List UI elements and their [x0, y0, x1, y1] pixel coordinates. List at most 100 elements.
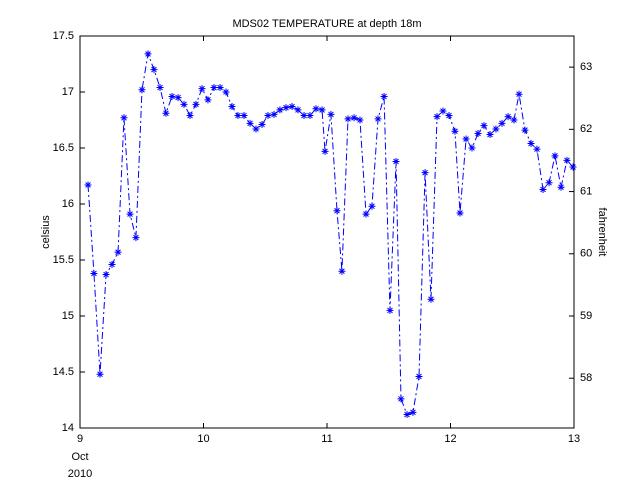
star-marker — [492, 125, 500, 133]
y-axis-label: celsius — [40, 215, 52, 249]
star-marker — [456, 209, 464, 217]
y2-tick-label: 63 — [580, 61, 592, 73]
star-marker — [533, 145, 541, 153]
star-marker — [521, 126, 529, 134]
star-marker — [462, 135, 470, 143]
star-marker — [327, 110, 335, 118]
star-marker — [300, 112, 308, 120]
y2-tick-label: 58 — [580, 372, 592, 384]
y2-tick-label: 61 — [580, 185, 592, 197]
star-marker — [240, 112, 248, 120]
star-marker — [445, 112, 453, 120]
star-marker — [539, 185, 547, 193]
star-marker — [198, 85, 206, 93]
star-marker — [108, 260, 116, 268]
x-tick-label: 9 — [77, 433, 83, 445]
star-marker — [96, 370, 104, 378]
star-marker — [362, 210, 370, 218]
star-marker — [102, 271, 110, 279]
star-marker — [569, 163, 577, 171]
star-marker — [144, 50, 152, 58]
star-marker — [368, 202, 376, 210]
star-marker — [312, 105, 320, 113]
star-marker — [498, 119, 506, 127]
star-marker — [138, 86, 146, 94]
plot-frame — [79, 35, 575, 429]
star-marker — [527, 140, 535, 148]
y-tick-label: 16.5 — [53, 142, 74, 154]
star-marker — [397, 395, 405, 403]
star-marker — [162, 109, 170, 117]
star-marker — [474, 129, 482, 137]
star-marker — [333, 207, 341, 215]
star-marker — [114, 248, 122, 256]
star-marker — [557, 183, 565, 191]
star-marker — [486, 131, 494, 139]
y-tick-label: 14.5 — [53, 366, 74, 378]
x-tick-label: 13 — [568, 433, 580, 445]
star-marker — [210, 84, 218, 92]
star-marker — [90, 269, 98, 277]
star-marker — [270, 110, 278, 118]
star-marker — [126, 210, 134, 218]
star-marker — [380, 92, 388, 100]
star-marker — [228, 103, 236, 111]
star-marker — [510, 116, 518, 124]
star-marker — [150, 66, 158, 74]
star-marker — [282, 104, 290, 112]
y2-axis-label: fahrenheit — [596, 208, 608, 257]
star-marker — [386, 306, 394, 314]
y2-tick-label: 62 — [580, 123, 592, 135]
x-tick-label: 10 — [197, 433, 209, 445]
star-marker — [350, 114, 358, 122]
y-tick-label: 17 — [62, 86, 74, 98]
x-tick-label: 12 — [444, 433, 456, 445]
star-marker — [258, 120, 266, 128]
x-tick-label: 11 — [321, 433, 332, 445]
star-marker — [264, 112, 272, 120]
star-marker — [246, 119, 254, 127]
star-marker — [252, 125, 260, 133]
star-marker — [234, 112, 242, 120]
y2-tick-label: 60 — [580, 248, 592, 260]
star-marker — [216, 84, 224, 92]
x-sublabel: 2010 — [68, 468, 92, 480]
star-marker — [192, 100, 200, 108]
y-tick-label: 15 — [62, 310, 74, 322]
star-marker — [515, 90, 523, 98]
star-marker — [204, 96, 212, 104]
star-marker — [427, 295, 435, 303]
star-marker — [344, 115, 352, 123]
star-marker — [186, 112, 194, 120]
star-marker — [563, 156, 571, 164]
y2-tick-label: 59 — [580, 310, 592, 322]
star-marker — [168, 92, 176, 100]
star-marker — [439, 107, 447, 115]
star-marker — [338, 267, 346, 275]
star-marker — [433, 113, 441, 121]
star-marker — [276, 106, 284, 114]
star-marker — [174, 94, 182, 102]
star-marker — [132, 234, 140, 242]
star-marker — [374, 115, 382, 123]
star-marker — [120, 114, 128, 122]
star-marker — [403, 411, 411, 419]
star-marker — [409, 408, 417, 416]
star-marker — [415, 372, 423, 380]
star-marker — [451, 127, 459, 135]
star-marker — [180, 100, 188, 108]
star-marker — [318, 106, 326, 114]
y-tick-label: 14 — [62, 422, 74, 434]
star-marker — [84, 181, 92, 189]
star-marker — [321, 147, 329, 155]
x-sublabel: Oct — [71, 451, 88, 463]
star-marker — [480, 122, 488, 130]
star-marker — [545, 179, 553, 187]
star-marker — [156, 84, 164, 92]
y-tick-label: 15.5 — [53, 254, 74, 266]
star-marker — [294, 106, 302, 114]
y-tick-label: 16 — [62, 198, 74, 210]
star-marker — [421, 169, 429, 177]
y-tick-label: 17.5 — [53, 30, 74, 42]
star-marker — [504, 113, 512, 121]
